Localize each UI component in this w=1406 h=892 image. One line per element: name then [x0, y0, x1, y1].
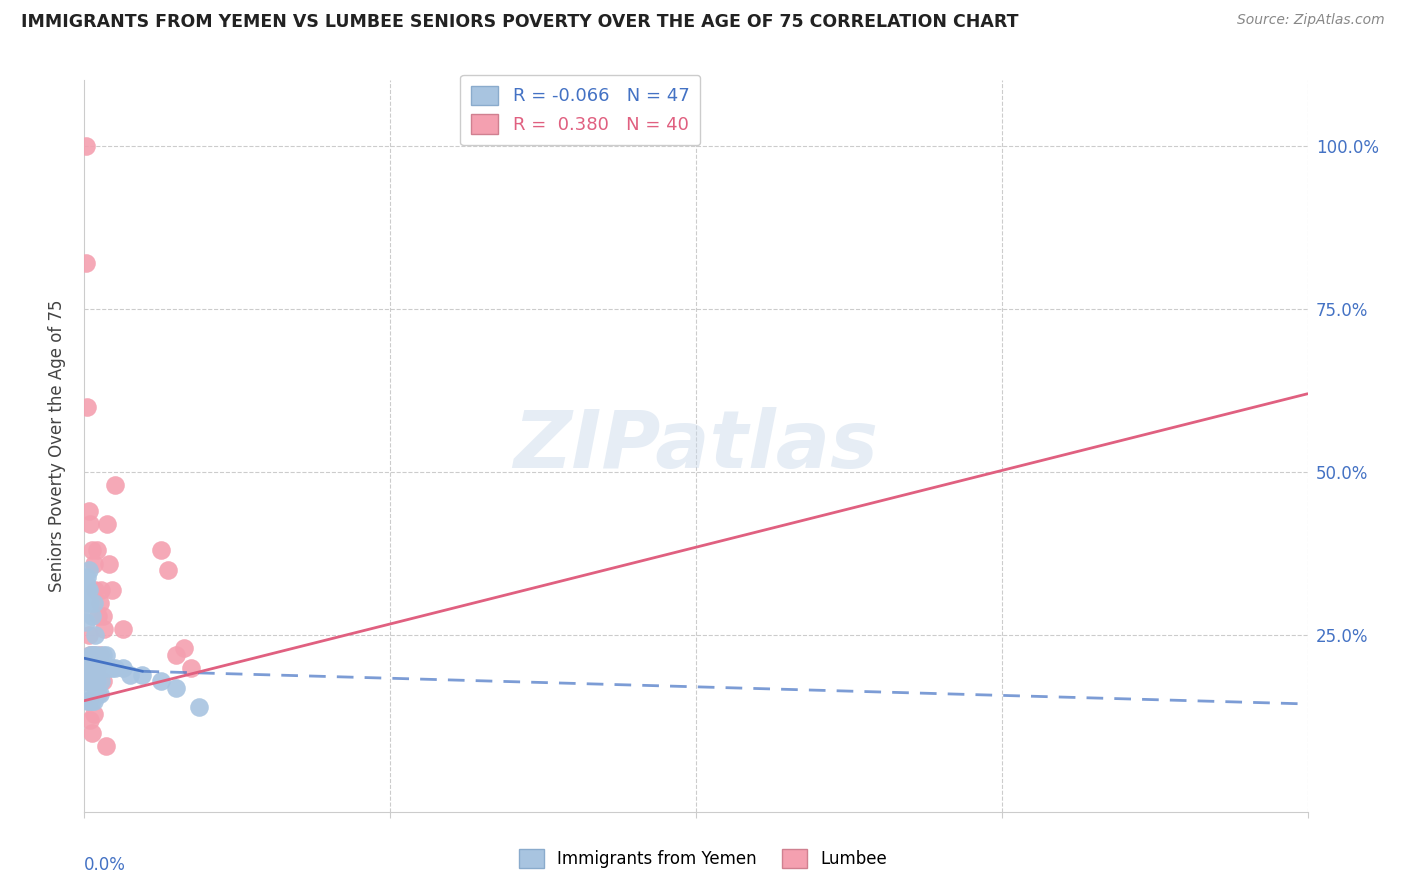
Point [77, 674, 100, 689]
Point [80, 661, 103, 675]
Point [75, 576, 97, 591]
Point [89, 661, 111, 675]
Point [80, 648, 103, 662]
Point [84, 661, 107, 675]
Point [79, 714, 101, 728]
Point [87, 661, 110, 675]
Point [80, 543, 103, 558]
Point [75, 596, 97, 610]
Point [83, 648, 105, 662]
Point [89, 687, 111, 701]
Point [77, 582, 100, 597]
Point [75, 256, 97, 270]
Point [111, 661, 134, 675]
Text: IMMIGRANTS FROM YEMEN VS LUMBEE SENIORS POVERTY OVER THE AGE OF 75 CORRELATION C: IMMIGRANTS FROM YEMEN VS LUMBEE SENIORS … [21, 13, 1018, 31]
Point [104, 478, 127, 492]
Point [83, 694, 105, 708]
Point [76, 694, 98, 708]
Point [165, 681, 187, 695]
Point [83, 596, 105, 610]
Point [86, 648, 108, 662]
Point [86, 661, 108, 675]
Point [89, 648, 111, 662]
Point [97, 661, 120, 675]
Point [90, 674, 112, 689]
Point [97, 557, 120, 571]
Point [94, 739, 117, 754]
Point [90, 582, 112, 597]
Point [79, 596, 101, 610]
Y-axis label: Seniors Poverty Over the Age of 75: Seniors Poverty Over the Age of 75 [48, 300, 66, 592]
Point [83, 557, 105, 571]
Point [79, 648, 101, 662]
Point [111, 622, 134, 636]
Point [94, 648, 117, 662]
Point [77, 563, 100, 577]
Text: 0.0%: 0.0% [84, 855, 127, 873]
Point [76, 674, 98, 689]
Text: Source: ZipAtlas.com: Source: ZipAtlas.com [1237, 13, 1385, 28]
Point [80, 726, 103, 740]
Point [87, 687, 110, 701]
Point [96, 517, 118, 532]
Point [79, 648, 101, 662]
Point [93, 661, 115, 675]
Point [76, 569, 98, 583]
Point [120, 667, 142, 681]
Text: ZIPatlas: ZIPatlas [513, 407, 879, 485]
Point [86, 543, 108, 558]
Point [91, 674, 114, 689]
Point [89, 596, 111, 610]
Point [77, 628, 100, 642]
Point [79, 517, 101, 532]
Point [80, 661, 103, 675]
Point [77, 504, 100, 518]
Point [91, 608, 114, 623]
Point [75, 615, 97, 630]
Point [79, 674, 101, 689]
Point [76, 582, 98, 597]
Legend: R = -0.066   N = 47, R =  0.380   N = 40: R = -0.066 N = 47, R = 0.380 N = 40 [460, 75, 700, 145]
Point [84, 661, 107, 675]
Point [101, 661, 124, 675]
Point [83, 661, 105, 675]
Point [84, 628, 107, 642]
Point [149, 543, 172, 558]
Point [84, 687, 107, 701]
Point [101, 582, 124, 597]
Point [77, 687, 100, 701]
Point [86, 674, 108, 689]
Point [76, 661, 98, 675]
Point [91, 648, 114, 662]
Point [157, 563, 180, 577]
Point [83, 648, 105, 662]
Point [84, 674, 107, 689]
Point [149, 674, 172, 689]
Point [93, 622, 115, 636]
Point [75, 138, 97, 153]
Point [76, 674, 98, 689]
Point [165, 648, 187, 662]
Point [180, 661, 202, 675]
Point [131, 667, 153, 681]
Point [104, 661, 127, 675]
Point [173, 641, 195, 656]
Point [76, 400, 98, 414]
Point [87, 608, 110, 623]
Point [84, 582, 107, 597]
Point [80, 608, 103, 623]
Point [77, 694, 100, 708]
Point [79, 694, 101, 708]
Legend: Immigrants from Yemen, Lumbee: Immigrants from Yemen, Lumbee [512, 843, 894, 875]
Point [188, 700, 211, 714]
Point [76, 661, 98, 675]
Point [77, 661, 100, 675]
Point [83, 706, 105, 721]
Point [80, 694, 103, 708]
